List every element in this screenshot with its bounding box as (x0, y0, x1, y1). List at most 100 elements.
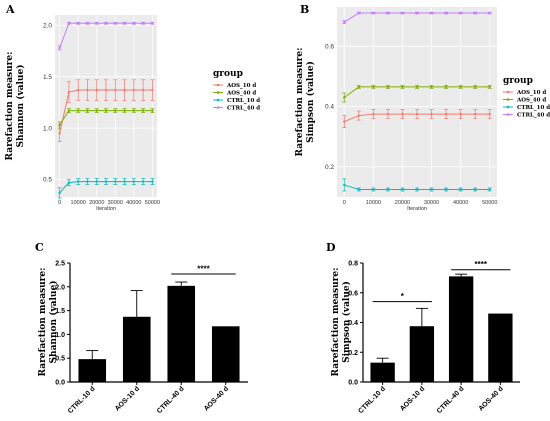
x-tick-label: 30000 (108, 200, 123, 206)
legend-key-point (216, 98, 220, 102)
x-tick-label: CTRL-10 d (67, 385, 97, 415)
data-point (104, 180, 108, 183)
data-point (141, 88, 145, 92)
x-tick-label: 50000 (482, 200, 497, 206)
gridlines (337, 7, 497, 197)
data-point (141, 180, 145, 183)
x-tick-label: 20000 (395, 200, 410, 206)
bar-group: AOS-10 d (114, 290, 151, 413)
data-point (372, 112, 375, 116)
data-point (151, 180, 154, 183)
data-point (415, 188, 419, 191)
legend-label: AOS_40 d (516, 98, 546, 104)
series-ctrl-10-d (57, 178, 155, 199)
y-tick-label: 2.5 (55, 261, 65, 268)
y-tick-label: 0.5 (43, 177, 52, 184)
legend-item: CTRL_40 d (213, 106, 260, 112)
x-tick-label: CTRL-40 d (156, 385, 186, 415)
y-axis-label-line: Shannon (value) (15, 65, 26, 148)
bar-group: AOS-10 d (399, 307, 435, 413)
data-point (67, 22, 71, 25)
data-point (67, 90, 71, 94)
significance-bracket: * (372, 292, 432, 303)
legend-item: AOS_10 d (503, 90, 546, 96)
data-point (488, 11, 491, 15)
data-point (151, 88, 154, 92)
legend-key-point (506, 105, 510, 109)
data-point (488, 112, 491, 116)
data-point (444, 112, 448, 116)
legend-item: CTRL_10 d (503, 105, 550, 111)
series-aos-40-d (57, 108, 155, 129)
legend-label: AOS_40 d (226, 91, 256, 97)
data-point (343, 20, 346, 24)
data-point (86, 88, 89, 92)
data-point (386, 188, 390, 191)
data-point (386, 11, 390, 15)
data-point (123, 22, 126, 25)
data-point (141, 109, 145, 112)
bar-group: AOS-40 d (203, 326, 240, 413)
data-point (430, 188, 433, 191)
x-axis-label: Iteration (96, 206, 116, 212)
bar (448, 276, 474, 382)
data-point (343, 96, 346, 99)
x-tick-label: AOS-10 d (114, 385, 141, 412)
y-axis-label-line: Rarefaction measure: (331, 268, 341, 377)
bar-group: CTRL-40 d (436, 273, 474, 415)
data-point (430, 11, 433, 15)
data-point (114, 88, 117, 92)
data-point (76, 22, 80, 25)
x-tick-label: AOS-10 d (399, 385, 426, 412)
data-point (386, 85, 390, 89)
bar (211, 326, 240, 382)
x-axis-label: Iteration (407, 206, 427, 212)
y-axis-label: Rarefaction measure:Shannon (value) (38, 268, 59, 377)
x-tick-label: 50000 (145, 200, 160, 206)
y-tick-label: 0.4 (325, 104, 334, 111)
y-tick-label: 1.0 (43, 125, 52, 132)
bar (370, 362, 395, 382)
y-axis-label-line: Shannon (value) (48, 281, 59, 364)
data-point (444, 85, 448, 89)
significance-bracket: **** (171, 264, 236, 275)
data-point (372, 188, 375, 191)
panel-letter: D (326, 241, 336, 254)
data-point (95, 109, 98, 112)
y-tick-label: 0.8 (348, 261, 358, 268)
data-point (372, 85, 375, 89)
data-point (372, 11, 375, 15)
y-tick-label: 1.5 (55, 308, 65, 315)
data-point (104, 22, 108, 25)
data-point (430, 112, 433, 116)
data-point (95, 180, 98, 183)
data-point (401, 85, 404, 89)
data-point (357, 11, 361, 15)
series-aos-10-d (57, 79, 155, 142)
data-point (473, 112, 477, 116)
data-point (86, 22, 89, 25)
y-tick-label: 2.0 (55, 284, 65, 291)
data-point (114, 180, 117, 183)
x-tick-label: CTRL-40 d (436, 385, 466, 415)
data-point (58, 123, 61, 127)
legend-label: CTRL_40 d (517, 113, 550, 119)
legend-label: AOS_10 d (226, 83, 256, 89)
data-point (473, 11, 477, 15)
data-point (58, 191, 61, 195)
series-aos-40-d (342, 85, 492, 103)
data-point (132, 180, 136, 183)
panel-B: B 0.2 0.4 0.6 0 10000 20000 30000 40000 50000 Iter… (295, 3, 550, 212)
x-tick-label: AOS-40 d (478, 385, 505, 412)
data-point (104, 109, 108, 112)
data-point (343, 183, 346, 187)
x-tick-label: 40000 (453, 200, 468, 206)
x-tick-label: 0 (343, 200, 346, 206)
x-tick-label: 0 (58, 200, 61, 206)
data-point (444, 188, 448, 191)
data-point (141, 22, 145, 25)
y-axis-label-line: Rarefaction measure: (295, 48, 305, 157)
legend-item: CTRL_40 d (503, 113, 550, 119)
legend-item: CTRL_10 d (213, 98, 260, 104)
